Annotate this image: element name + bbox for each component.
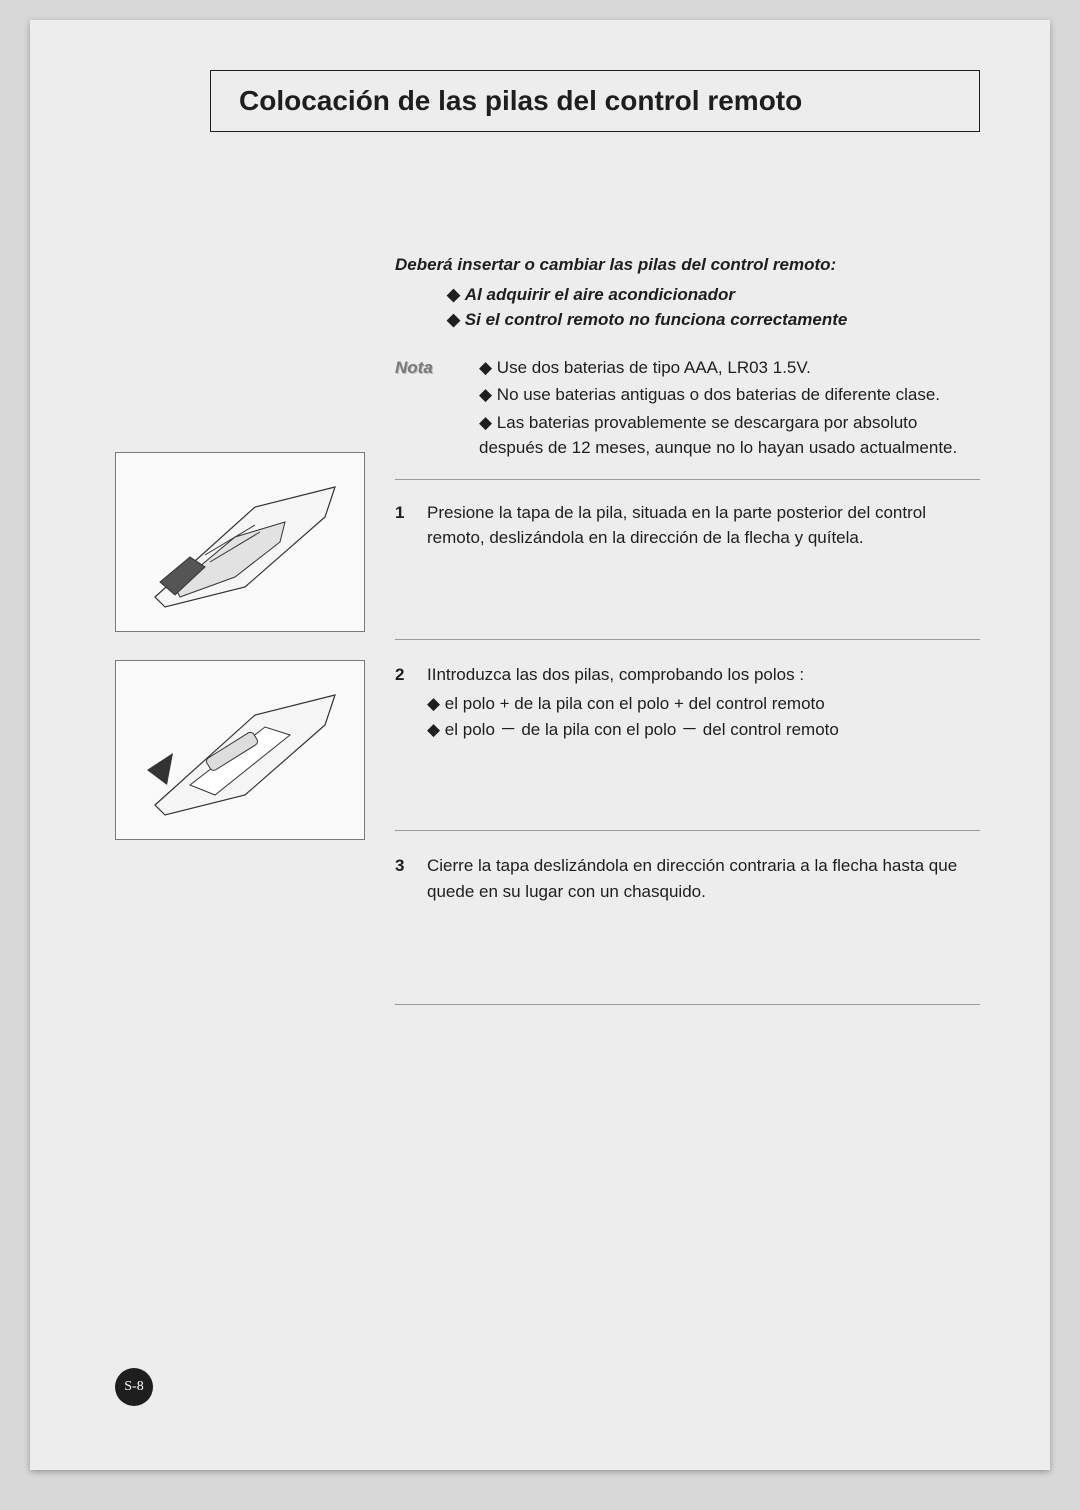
sub-bullet: el polo + de la pila con el polo + del c… bbox=[427, 691, 980, 717]
note-item: Las baterias provablemente se descargara… bbox=[479, 410, 980, 461]
illustration-step-1 bbox=[115, 452, 365, 632]
page-number: S-8 bbox=[124, 1379, 143, 1395]
intro-bullet: Si el control remoto no funciona correct… bbox=[447, 307, 980, 333]
note-items: Use dos baterias de tipo AAA, LR03 1.5V.… bbox=[479, 355, 980, 463]
page-title: Colocación de las pilas del control remo… bbox=[239, 85, 951, 117]
step-sub-bullets: el polo + de la pila con el polo + del c… bbox=[427, 691, 980, 742]
step-number: 2 bbox=[395, 662, 413, 743]
step-2: 2 IIntroduzca las dos pilas, comprobando… bbox=[395, 662, 980, 832]
step-number: 3 bbox=[395, 853, 413, 904]
step-text: IIntroduzca las dos pilas, comprobando l… bbox=[427, 665, 804, 684]
intro-bullet-list: Al adquirir el aire acondicionador Si el… bbox=[395, 282, 980, 333]
note-label: Nota bbox=[395, 355, 451, 463]
step-text: Cierre la tapa deslizándola en dirección… bbox=[427, 853, 980, 904]
page-number-badge: S-8 bbox=[115, 1368, 153, 1406]
title-bar: Colocación de las pilas del control remo… bbox=[210, 70, 980, 132]
note-item: No use baterias antiguas o dos baterias … bbox=[479, 382, 980, 408]
intro-text: Deberá insertar o cambiar las pilas del … bbox=[395, 252, 980, 278]
note-item: Use dos baterias de tipo AAA, LR03 1.5V. bbox=[479, 355, 980, 381]
illustration-step-2 bbox=[115, 660, 365, 840]
intro-bullet: Al adquirir el aire acondicionador bbox=[447, 282, 980, 308]
sub-bullet: el polo － de la pila con el polo － del c… bbox=[427, 717, 980, 743]
remote-insert-batteries-icon bbox=[135, 675, 345, 825]
manual-page: Colocación de las pilas del control remo… bbox=[30, 20, 1050, 1470]
step-number: 1 bbox=[395, 500, 413, 551]
remote-open-cover-icon bbox=[135, 467, 345, 617]
step-1: 1 Presione la tapa de la pila, situada e… bbox=[395, 500, 980, 640]
step-text: Presione la tapa de la pila, situada en … bbox=[427, 500, 980, 551]
note-block: Nota Use dos baterias de tipo AAA, LR03 … bbox=[395, 355, 980, 480]
text-column: Deberá insertar o cambiar las pilas del … bbox=[395, 252, 980, 1027]
illustration-column bbox=[115, 252, 365, 1027]
step-body: IIntroduzca las dos pilas, comprobando l… bbox=[427, 662, 980, 743]
content-row: Deberá insertar o cambiar las pilas del … bbox=[115, 252, 980, 1027]
step-3: 3 Cierre la tapa deslizándola en direcci… bbox=[395, 853, 980, 1005]
